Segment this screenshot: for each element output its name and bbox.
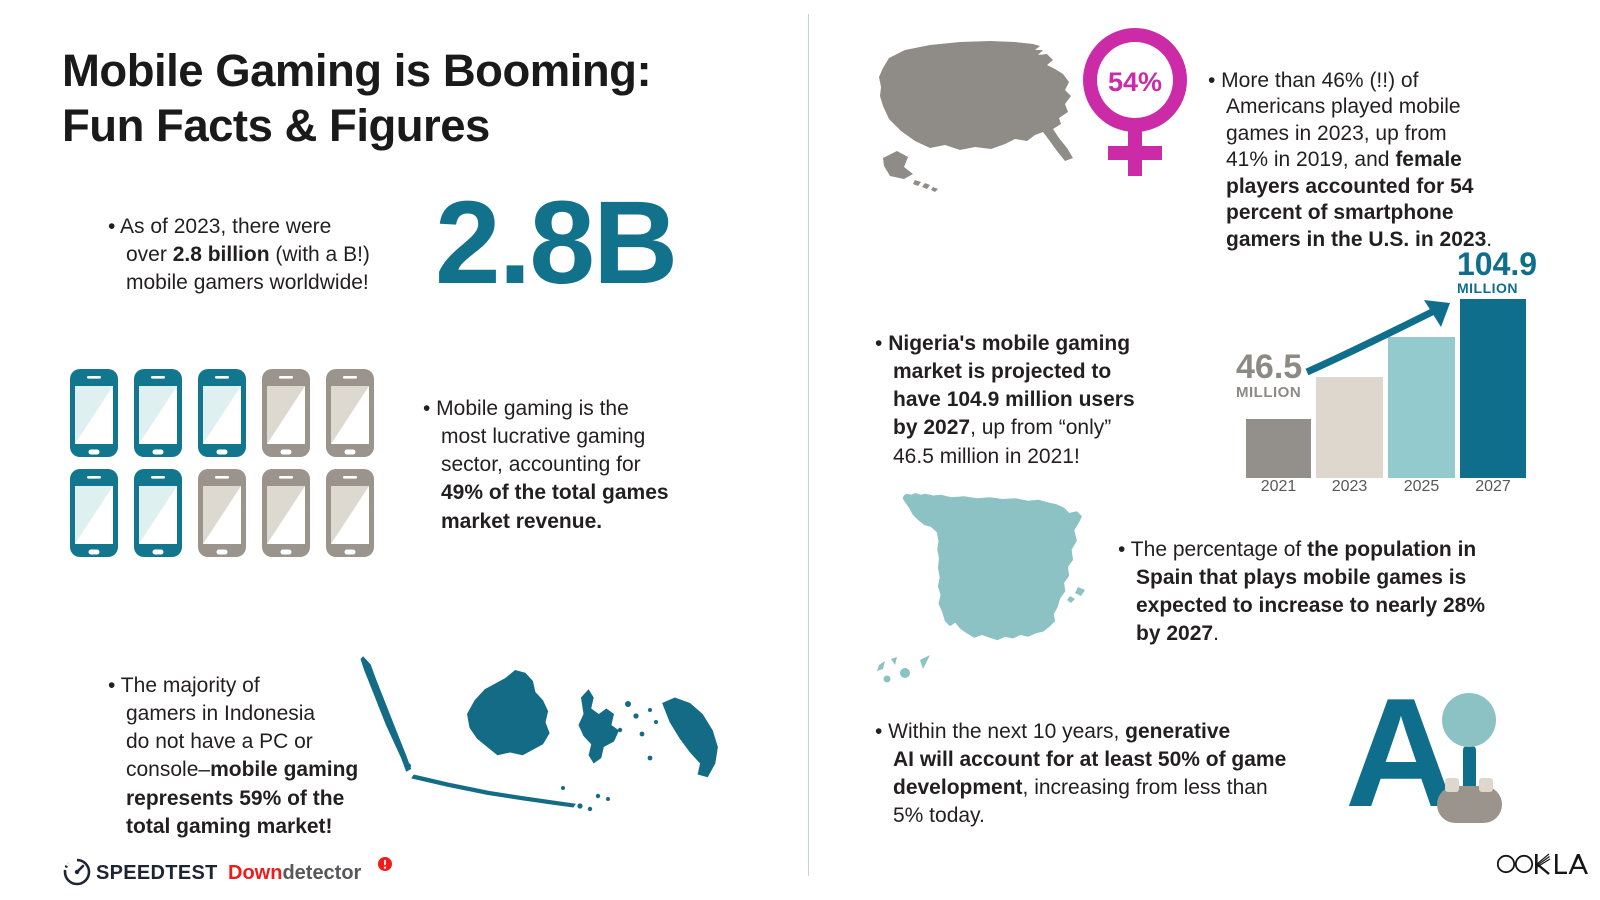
svg-text:54%: 54% — [1108, 67, 1162, 97]
